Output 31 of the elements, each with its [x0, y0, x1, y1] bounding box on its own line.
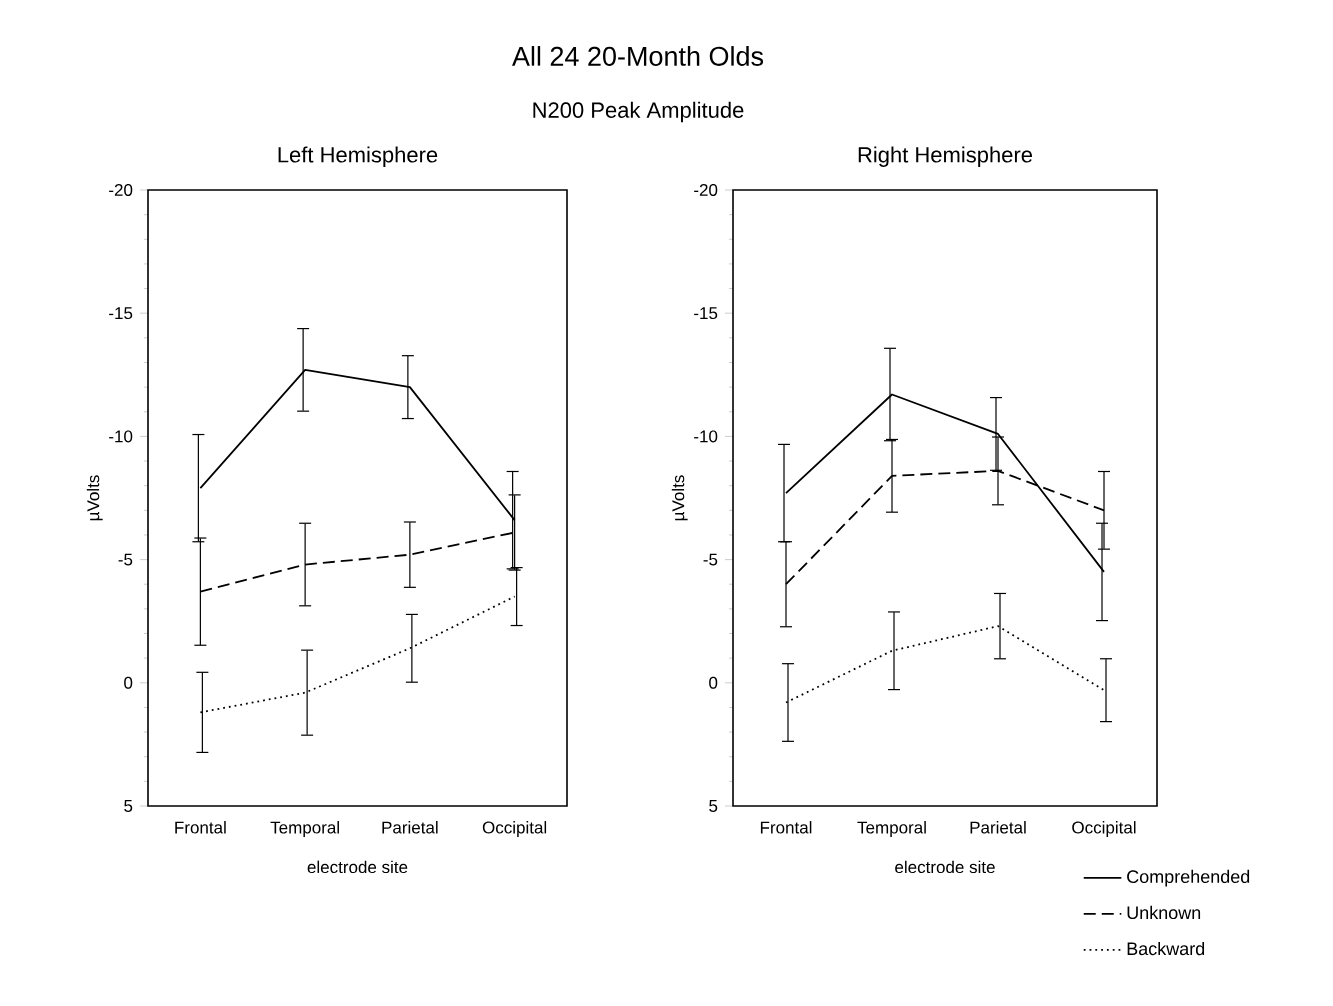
y-tick-label: -10 — [694, 430, 718, 443]
x-tick-label: Temporal — [270, 821, 339, 837]
y-tick-label: -10 — [109, 430, 133, 443]
y-tick-label: -15 — [109, 307, 133, 320]
x-axis-title: electrode site — [895, 860, 995, 874]
legend-label: Comprehended — [1127, 869, 1250, 887]
y-axis-title: µVolts — [86, 475, 103, 521]
x-tick-label: Occipital — [482, 821, 547, 837]
y-tick-label: -20 — [109, 183, 133, 197]
text: N200 Peak Amplitude — [533, 101, 744, 123]
x-tick-label: Parietal — [970, 821, 1026, 834]
y-tick-label: 5 — [124, 800, 133, 812]
chart-title: Right Hemisphere — [858, 146, 1033, 167]
y-tick-label: -5 — [118, 553, 133, 566]
y-tick-label: -5 — [703, 553, 718, 566]
x-tick-label: Frontal — [175, 821, 226, 834]
x-tick-label: Occipital — [1072, 821, 1136, 837]
y-tick-label: 0 — [124, 676, 133, 689]
x-tick-label: Temporal — [857, 821, 926, 837]
y-tick-label: -15 — [694, 307, 718, 320]
x-axis-title: electrode site — [307, 860, 408, 874]
legend-label: Backward — [1127, 941, 1205, 956]
x-tick-label: Parietal — [382, 821, 438, 834]
y-tick-label: 0 — [709, 676, 718, 689]
text: All 24 20-Month Olds — [512, 46, 764, 66]
x-tick-label: Frontal — [760, 821, 812, 834]
chart-title: Left Hemisphere — [278, 146, 438, 167]
y-tick-label: 5 — [709, 800, 718, 812]
legend-label: Unknown — [1127, 905, 1201, 920]
y-tick-label: -20 — [694, 183, 718, 197]
y-axis-title: µVolts — [671, 475, 688, 521]
